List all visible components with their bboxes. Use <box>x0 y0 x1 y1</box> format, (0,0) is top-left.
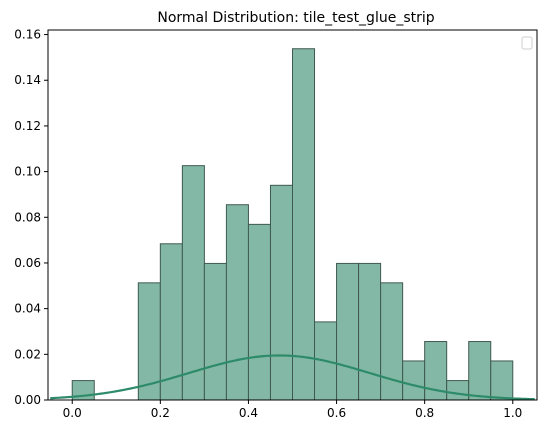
histogram-bar-9 <box>269 184 293 401</box>
y-axis: 0.00 0.02 0.04 0.06 0.08 0.10 0.12 0.14 0.16 <box>14 28 48 407</box>
histogram-bar-18 <box>468 341 492 401</box>
x-tick-label: 0.0 <box>63 406 82 420</box>
histogram-bar-6 <box>203 262 227 401</box>
x-tick-label: 0.8 <box>415 406 434 420</box>
histogram-bar-13 <box>358 262 382 401</box>
histogram-bar-17 <box>446 380 470 401</box>
x-tick-label: 0.6 <box>327 406 346 420</box>
chart-title: Normal Distribution: tile_test_glue_stri… <box>157 10 434 26</box>
x-tick-label: 0.4 <box>239 406 258 420</box>
histogram-bar-10 <box>292 48 316 401</box>
histogram-bar-7 <box>225 204 249 401</box>
y-tick-label: 0.12 <box>14 119 41 133</box>
y-tick-label: 0.06 <box>14 256 41 270</box>
y-tick-label: 0.14 <box>14 73 41 87</box>
y-tick-label: 0.10 <box>14 165 41 179</box>
histogram-bar-5 <box>181 165 205 401</box>
histogram-bar-8 <box>247 223 271 401</box>
x-axis: 0.0 0.2 0.4 0.6 0.8 1.0 <box>63 400 522 420</box>
histogram-bar-15 <box>402 360 426 401</box>
y-tick-label: 0.16 <box>14 28 41 42</box>
normal-curve <box>50 354 535 401</box>
y-tick-label: 0.00 <box>14 393 41 407</box>
histogram-bar-12 <box>336 262 360 401</box>
histogram-bars <box>71 48 514 401</box>
y-tick-label: 0.02 <box>14 347 41 361</box>
y-tick-label: 0.08 <box>14 210 41 224</box>
plot-frame <box>47 29 538 401</box>
histogram-bar-19 <box>490 360 514 401</box>
y-tick-label: 0.04 <box>14 302 41 316</box>
x-tick-label: 0.2 <box>151 406 170 420</box>
x-tick-label: 1.0 <box>503 406 522 420</box>
legend-box <box>521 36 533 50</box>
